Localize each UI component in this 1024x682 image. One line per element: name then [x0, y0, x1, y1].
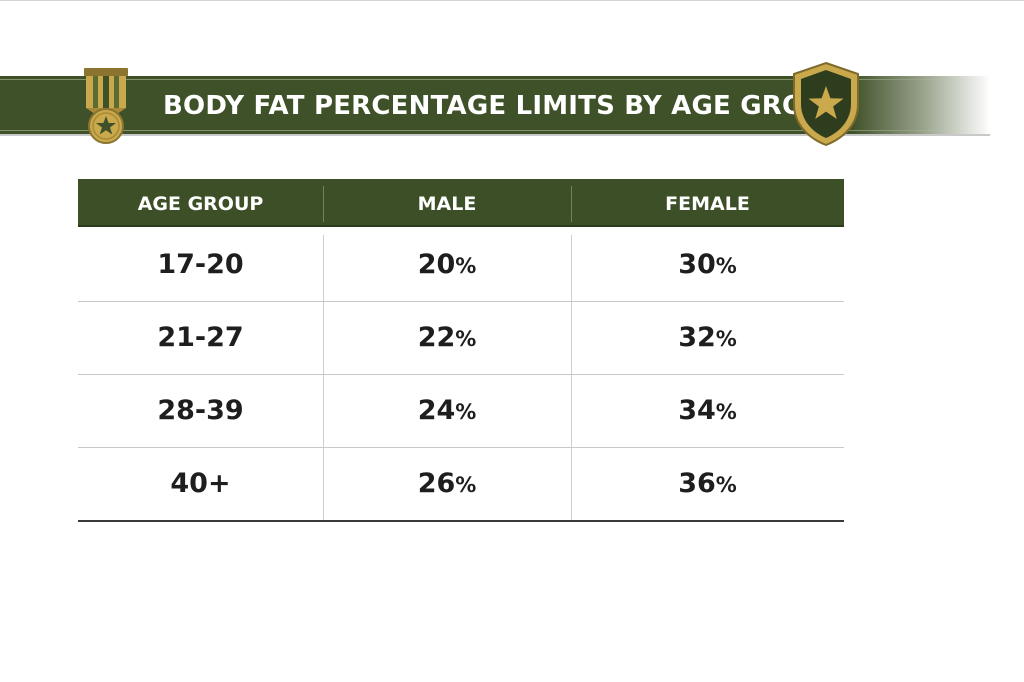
header-female: FEMALE [665, 193, 750, 215]
table-row: 40+ 26% 36% [78, 448, 844, 520]
banner-title: BODY FAT PERCENTAGE LIMITS BY AGE GROUP [163, 91, 845, 121]
header-age-group: AGE GROUP [137, 193, 264, 215]
header-divider [571, 186, 572, 222]
table-row: 21-27 22% 32% [78, 302, 844, 374]
row-divider [78, 301, 844, 302]
cell-female: 32% [678, 322, 737, 353]
cell-age-group: 17-20 [157, 249, 244, 280]
shield-star-icon [793, 61, 859, 147]
cell-age-group: 21-27 [157, 322, 244, 353]
cell-female: 34% [678, 395, 737, 426]
header-divider [323, 186, 324, 222]
header-male: MALE [417, 193, 477, 215]
cell-age-group: 28-39 [157, 395, 244, 426]
cell-male: 26% [417, 468, 477, 499]
cell-female: 30% [678, 249, 737, 280]
cell-female: 36% [678, 468, 737, 499]
table-bottom-border [78, 520, 844, 522]
table-header: AGE GROUP MALE FEMALE [78, 179, 844, 227]
table-row: 28-39 24% 34% [78, 375, 844, 447]
column-divider [571, 235, 572, 520]
row-divider [78, 447, 844, 448]
medal-icon [84, 68, 128, 144]
top-rule [0, 0, 1024, 1]
cell-male: 20% [417, 249, 477, 280]
cell-age-group: 40+ [170, 468, 231, 499]
table-row: 17-20 20% 30% [78, 227, 844, 301]
cell-male: 22% [417, 322, 477, 353]
cell-male: 24% [417, 395, 477, 426]
column-divider [323, 235, 324, 520]
row-divider [78, 374, 844, 375]
body-fat-table: AGE GROUP MALE FEMALE 17-20 20% 30% 21-2… [78, 179, 844, 522]
